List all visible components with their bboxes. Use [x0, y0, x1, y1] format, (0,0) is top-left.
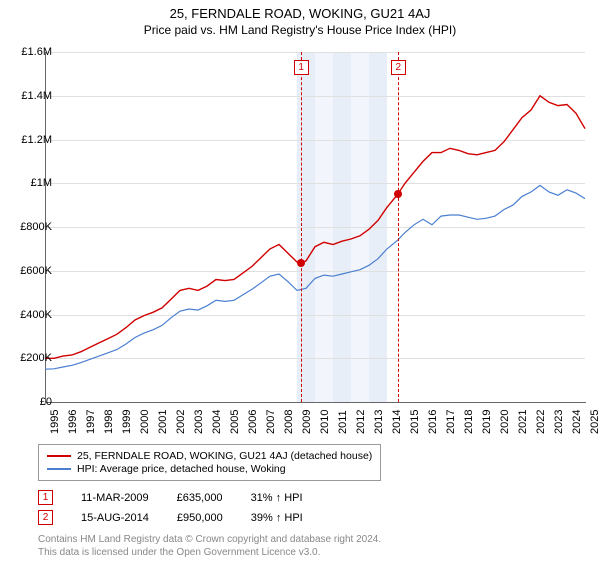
- x-tick-label: 2025: [589, 410, 600, 434]
- x-tick-label: 2001: [157, 410, 169, 434]
- x-tick-label: 2005: [229, 410, 241, 434]
- x-tick-label: 2008: [283, 410, 295, 434]
- marker-box: 2: [391, 60, 406, 75]
- sale-price-2: £950,000: [177, 512, 223, 524]
- x-tick-label: 2011: [337, 410, 349, 434]
- marker-box: 1: [294, 60, 309, 75]
- x-tick-label: 2003: [193, 410, 205, 434]
- x-tick-label: 1995: [49, 410, 61, 434]
- x-tick-label: 2004: [211, 410, 223, 434]
- x-tick-label: 2023: [553, 410, 565, 434]
- legend-item-price: 25, FERNDALE ROAD, WOKING, GU21 4AJ (det…: [47, 450, 372, 462]
- chart-title: 25, FERNDALE ROAD, WOKING, GU21 4AJ: [0, 6, 600, 21]
- chart-container: 25, FERNDALE ROAD, WOKING, GU21 4AJ Pric…: [0, 6, 600, 566]
- sale-marker-2: 2: [38, 510, 53, 525]
- x-tick-label: 2020: [499, 410, 511, 434]
- sale-date-2: 15-AUG-2014: [81, 512, 149, 524]
- x-tick-label: 2007: [265, 410, 277, 434]
- x-tick-label: 2019: [481, 410, 493, 434]
- sale-delta-2: 39% ↑ HPI: [251, 512, 303, 524]
- sale-marker-1: 1: [38, 490, 53, 505]
- legend-swatch-hpi: [47, 468, 71, 470]
- legend-label-hpi: HPI: Average price, detached house, Woki…: [77, 463, 286, 475]
- legend-item-hpi: HPI: Average price, detached house, Woki…: [47, 463, 372, 475]
- x-tick-label: 2022: [535, 410, 547, 434]
- chart-subtitle: Price paid vs. HM Land Registry's House …: [0, 23, 600, 37]
- y-tick-label: £1M: [31, 177, 52, 189]
- x-tick-label: 2000: [139, 410, 151, 434]
- x-tick-label: 2009: [301, 410, 313, 434]
- x-tick-label: 2017: [445, 410, 457, 434]
- sale-date-1: 11-MAR-2009: [81, 492, 149, 504]
- x-tick-label: 2013: [373, 410, 385, 434]
- sale-price-1: £635,000: [177, 492, 223, 504]
- footnote-line-1: Contains HM Land Registry data © Crown c…: [38, 534, 381, 547]
- legend-label-price: 25, FERNDALE ROAD, WOKING, GU21 4AJ (det…: [77, 450, 372, 462]
- x-tick-label: 1996: [67, 410, 79, 434]
- legend-swatch-price: [47, 455, 71, 457]
- series-lines: [45, 52, 585, 402]
- y-tick-label: £200K: [20, 352, 52, 364]
- x-tick-label: 2021: [517, 410, 529, 434]
- footnote: Contains HM Land Registry data © Crown c…: [38, 534, 381, 559]
- x-tick-label: 2010: [319, 410, 331, 434]
- x-tick-label: 2018: [463, 410, 475, 434]
- y-tick-label: £400K: [20, 309, 52, 321]
- x-tick-label: 2006: [247, 410, 259, 434]
- x-tick-label: 1997: [85, 410, 97, 434]
- y-tick-label: £800K: [20, 221, 52, 233]
- x-tick-label: 1998: [103, 410, 115, 434]
- x-tick-label: 2015: [409, 410, 421, 434]
- y-tick-label: £1.2M: [21, 134, 52, 146]
- y-tick-label: £1.4M: [21, 90, 52, 102]
- footnote-line-2: This data is licensed under the Open Gov…: [38, 547, 381, 560]
- y-tick-label: £600K: [20, 265, 52, 277]
- sale-row-1: 1 11-MAR-2009 £635,000 31% ↑ HPI: [38, 490, 303, 505]
- sale-row-2: 2 15-AUG-2014 £950,000 39% ↑ HPI: [38, 510, 303, 525]
- x-tick-label: 2014: [391, 410, 403, 434]
- x-tick-label: 2024: [571, 410, 583, 434]
- x-tick-label: 2002: [175, 410, 187, 434]
- y-tick-label: £1.6M: [21, 46, 52, 58]
- sale-delta-1: 31% ↑ HPI: [251, 492, 303, 504]
- x-tick-label: 2016: [427, 410, 439, 434]
- y-tick-label: £0: [40, 396, 52, 408]
- x-tick-label: 1999: [121, 410, 133, 434]
- legend: 25, FERNDALE ROAD, WOKING, GU21 4AJ (det…: [38, 444, 381, 481]
- x-tick-label: 2012: [355, 410, 367, 434]
